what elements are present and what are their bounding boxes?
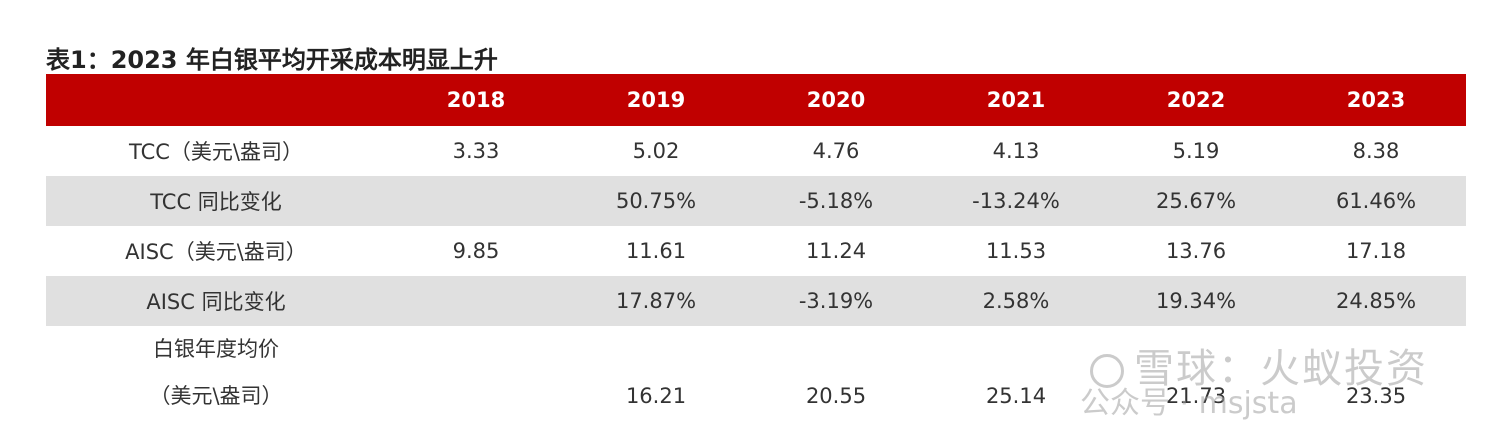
- header-cell: 2021: [986, 88, 1046, 112]
- table-cell: 9.85: [452, 239, 500, 263]
- table-cell: 25.14: [985, 384, 1047, 408]
- table-cell: 21.73: [1165, 384, 1227, 408]
- row-label: TCC（美元\盎司）: [129, 140, 303, 164]
- table-cell: -13.24%: [972, 189, 1060, 213]
- table-cell: 4.13: [992, 139, 1040, 163]
- table-cell: 4.76: [812, 139, 860, 163]
- table-cell: 24.85%: [1335, 289, 1417, 313]
- header-cell: 2023: [1346, 88, 1406, 112]
- table-row: AISC 同比变化 17.87% -3.19% 2.58% 19.34% 24.…: [46, 276, 1466, 326]
- header-row: 2018 2019 2020 2021 2022 2023: [46, 74, 1466, 126]
- table-cell: 19.34%: [1155, 289, 1237, 313]
- table-cell: 3.33: [452, 139, 500, 163]
- row-label: AISC 同比变化: [146, 290, 286, 314]
- table-cell: 8.38: [1352, 139, 1400, 163]
- table-row: 白银年度均价 （美元\盎司） 16.21 20.55 25.14 21.73 2…: [46, 326, 1466, 420]
- table-cell: -5.18%: [798, 189, 874, 213]
- table-cell: 50.75%: [615, 189, 697, 213]
- header-cell: 2018: [446, 88, 506, 112]
- header-cell: 2022: [1166, 88, 1226, 112]
- table-cell: 5.02: [632, 139, 680, 163]
- table-cell: 11.24: [805, 239, 867, 263]
- row-label-line1: 白银年度均价: [153, 337, 279, 361]
- row-label: AISC（美元\盎司）: [125, 240, 307, 264]
- table-cell: 20.55: [805, 384, 867, 408]
- table-cell: 5.19: [1172, 139, 1220, 163]
- table-cell: 11.53: [985, 239, 1047, 263]
- header-cell: 2020: [806, 88, 866, 112]
- table-row: TCC 同比变化 50.75% -5.18% -13.24% 25.67% 61…: [46, 176, 1466, 226]
- table-cell: 16.21: [625, 384, 687, 408]
- table-cell: 25.67%: [1155, 189, 1237, 213]
- table-cell: [386, 326, 566, 420]
- table-cell: -3.19%: [798, 289, 874, 313]
- row-label-line2: （美元\盎司）: [149, 384, 283, 408]
- silver-cost-table: 2018 2019 2020 2021 2022 2023 TCC（美元\盎司）…: [46, 74, 1466, 420]
- table-cell: 23.35: [1345, 384, 1407, 408]
- header-cell: 2019: [626, 88, 686, 112]
- table-row: TCC（美元\盎司） 3.33 5.02 4.76 4.13 5.19 8.38: [46, 126, 1466, 176]
- table-cell: 17.18: [1345, 239, 1407, 263]
- table-cell: [386, 176, 566, 226]
- table-cell: 17.87%: [615, 289, 697, 313]
- row-label: TCC 同比变化: [150, 190, 282, 214]
- table-row: AISC（美元\盎司） 9.85 11.61 11.24 11.53 13.76…: [46, 226, 1466, 276]
- row-label: 白银年度均价 （美元\盎司）: [46, 326, 386, 420]
- table-cell: 11.61: [625, 239, 687, 263]
- table-cell: [386, 276, 566, 326]
- table-cell: 13.76: [1165, 239, 1227, 263]
- table-cell: 61.46%: [1335, 189, 1417, 213]
- table-cell: 2.58%: [982, 289, 1050, 313]
- header-cell: [46, 74, 386, 126]
- table-title: 表1：2023 年白银平均开采成本明显上升: [46, 46, 498, 74]
